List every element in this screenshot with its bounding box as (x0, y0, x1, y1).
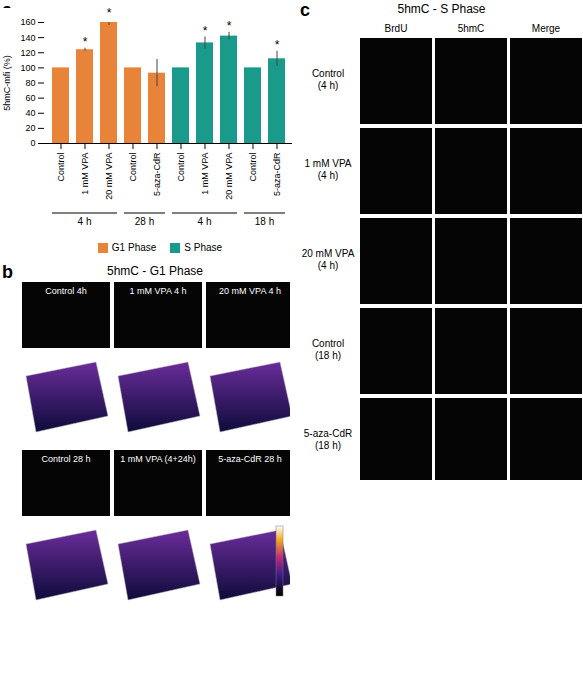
html-text:G1 Phase: G1 Phase (111, 242, 157, 253)
svg-text:Control: Control (176, 153, 186, 182)
svg-text:160: 160 (20, 17, 35, 27)
svg-text:20 mM VPA(4 h): 20 mM VPA(4 h) (302, 248, 355, 271)
svg-text:0: 0 (30, 138, 35, 148)
svg-text:Merge: Merge (532, 23, 561, 34)
svg-text:20 mM VPA: 20 mM VPA (224, 153, 234, 200)
svg-text:*: * (107, 8, 112, 20)
svg-text:Control: Control (56, 153, 66, 182)
svg-text:1 mM VPA: 1 mM VPA (200, 153, 210, 195)
svg-text:*: * (275, 38, 280, 52)
svg-text:100: 100 (20, 63, 35, 73)
svg-text:60: 60 (25, 93, 35, 103)
svg-text:Control(4 h): Control(4 h) (312, 68, 344, 91)
svg-text:5-aza-CdR: 5-aza-CdR (272, 152, 282, 196)
svg-text:Control(18 h): Control(18 h) (312, 338, 344, 361)
svg-text:Control: Control (248, 153, 258, 182)
html-text:5hmC - G1 Phase: 5hmC - G1 Phase (107, 264, 203, 278)
svg-text:20: 20 (25, 123, 35, 133)
svg-text:1 mM VPA: 1 mM VPA (80, 153, 90, 195)
svg-text:5-aza-CdR(18 h): 5-aza-CdR(18 h) (304, 428, 352, 451)
svg-text:5-aza-CdR 28 h: 5-aza-CdR 28 h (218, 454, 282, 464)
svg-text:40: 40 (25, 108, 35, 118)
svg-text:*: * (227, 19, 232, 33)
svg-text:80: 80 (25, 78, 35, 88)
svg-text:1 mM VPA (4+24h): 1 mM VPA (4+24h) (120, 454, 196, 464)
svg-text:5-aza-CdR: 5-aza-CdR (152, 152, 162, 196)
svg-text:5hmC: 5hmC (458, 23, 485, 34)
svg-text:18 h: 18 h (255, 216, 274, 227)
svg-text:4 h: 4 h (198, 216, 212, 227)
svg-text:140: 140 (20, 33, 35, 43)
html-text:c: c (300, 0, 310, 20)
svg-text:20 mM VPA: 20 mM VPA (104, 153, 114, 200)
html-text:b: b (2, 262, 13, 282)
svg-text:*: * (203, 24, 208, 38)
svg-text:1 mM VPA 4 h: 1 mM VPA 4 h (130, 286, 187, 296)
svg-text:1 mM VPA(4 h): 1 mM VPA(4 h) (304, 158, 351, 181)
svg-text:Control 4h: Control 4h (45, 286, 87, 296)
svg-text:BrdU: BrdU (385, 23, 408, 34)
svg-text:5hmC-mfi (%): 5hmC-mfi (%) (2, 55, 12, 111)
svg-text:*: * (83, 35, 88, 49)
svg-text:4 h: 4 h (78, 216, 92, 227)
svg-text:Control: Control (128, 153, 138, 182)
svg-text:120: 120 (20, 48, 35, 58)
html-text:5hmC - S Phase: 5hmC - S Phase (397, 2, 486, 16)
svg-text:28 h: 28 h (135, 216, 154, 227)
html-text:S Phase: S Phase (184, 242, 223, 253)
svg-text:Control 28 h: Control 28 h (41, 454, 90, 464)
svg-text:20 mM VPA 4 h: 20 mM VPA 4 h (219, 286, 281, 296)
html-text:a: a (2, 0, 12, 20)
